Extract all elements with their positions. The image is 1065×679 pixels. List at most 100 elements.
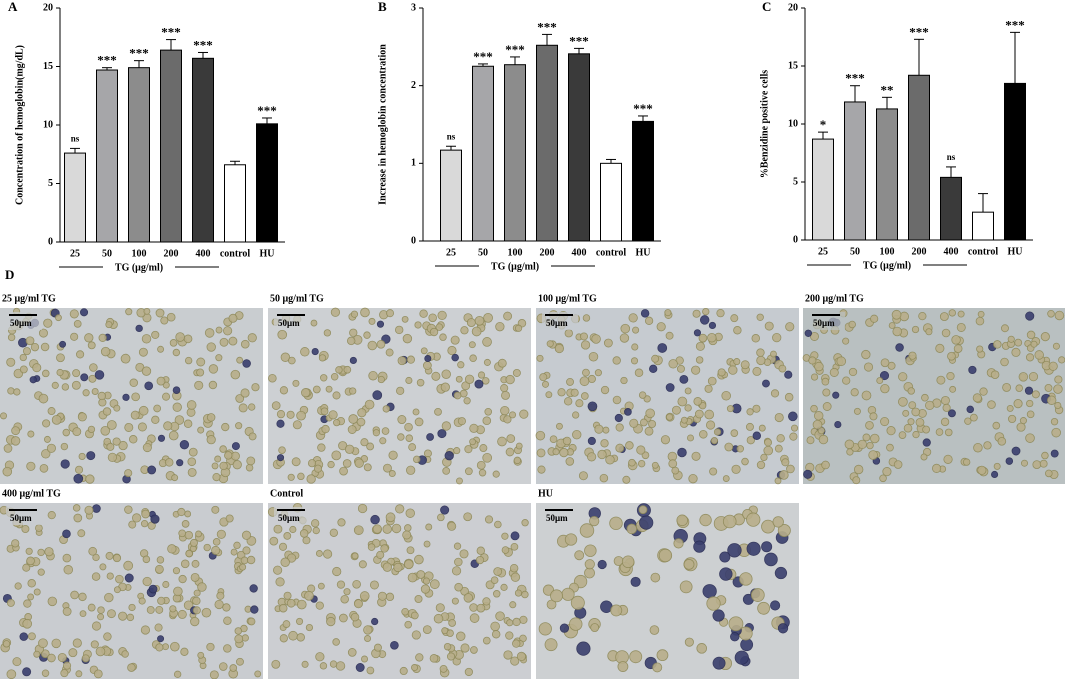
cell	[169, 605, 177, 613]
cell	[457, 417, 466, 426]
y-tick-label: 15	[43, 61, 53, 72]
cell	[730, 429, 739, 437]
cell	[178, 529, 187, 538]
cell	[582, 314, 591, 322]
cell	[172, 567, 181, 575]
cell	[367, 340, 378, 351]
cell	[803, 469, 813, 479]
cell	[357, 503, 368, 514]
y-tick-label: 10	[788, 118, 798, 129]
cell	[931, 463, 942, 473]
cell	[286, 598, 296, 608]
cell	[47, 653, 56, 663]
cell	[428, 313, 437, 323]
x-tick-label: 25	[818, 246, 828, 257]
cell	[218, 662, 228, 671]
cell	[648, 419, 657, 429]
cell	[3, 444, 13, 453]
group-label: TG (μg/ml)	[491, 261, 539, 272]
cell	[245, 463, 254, 472]
bar	[128, 67, 150, 243]
cell	[870, 314, 879, 323]
significance-label: ns	[71, 133, 80, 143]
cell	[310, 319, 318, 327]
cell	[401, 315, 409, 323]
cell	[500, 583, 508, 591]
cell	[311, 348, 319, 356]
cell	[509, 563, 519, 573]
cell	[549, 435, 558, 444]
cell	[332, 638, 340, 646]
cell	[539, 373, 548, 382]
cell	[925, 328, 933, 336]
cell	[155, 308, 165, 318]
x-tick-label: HU	[1008, 246, 1023, 257]
cell	[88, 546, 98, 556]
cell	[895, 343, 904, 352]
x-tick-label: HU	[260, 248, 275, 259]
cell	[414, 554, 424, 565]
cell	[78, 592, 87, 602]
cell	[907, 387, 915, 395]
cell	[77, 412, 87, 422]
x-tick-label: control	[968, 246, 999, 257]
y-tick-label: 0	[48, 236, 53, 247]
cell	[482, 377, 490, 385]
cell	[228, 313, 238, 323]
cell	[660, 435, 671, 445]
cell	[382, 562, 393, 572]
cell	[363, 625, 373, 635]
cell	[61, 383, 70, 391]
cell	[1018, 372, 1029, 382]
cell	[538, 622, 552, 636]
cell	[886, 426, 896, 436]
cell	[423, 540, 431, 548]
cell	[671, 466, 680, 475]
significance-label: ns	[947, 152, 956, 162]
cell	[941, 328, 951, 338]
cell	[236, 657, 244, 666]
cell	[121, 650, 129, 658]
cell	[922, 438, 931, 447]
x-tick-label: control	[220, 248, 251, 259]
cell	[808, 356, 817, 365]
cell	[422, 577, 431, 585]
cell	[512, 617, 521, 627]
cell	[476, 603, 486, 613]
cell	[495, 321, 505, 332]
cell	[734, 650, 749, 665]
cell	[437, 513, 445, 522]
cell	[579, 523, 595, 538]
cell	[327, 460, 335, 469]
cell	[363, 331, 371, 339]
cell	[386, 309, 395, 318]
cell	[51, 381, 59, 389]
cell	[510, 531, 520, 541]
cell	[882, 467, 892, 477]
cell	[503, 650, 513, 660]
cell	[224, 451, 233, 460]
significance-label: ***	[129, 46, 149, 61]
cell	[112, 553, 122, 563]
cell	[638, 391, 647, 399]
cell	[911, 325, 920, 334]
cell	[770, 350, 777, 358]
cell	[645, 408, 655, 419]
cell	[124, 469, 133, 478]
cell	[650, 572, 661, 583]
cell	[196, 357, 206, 367]
cell	[396, 386, 405, 395]
cell	[459, 549, 469, 559]
cell	[169, 339, 178, 347]
cell	[223, 644, 232, 653]
cell	[354, 458, 364, 468]
micrograph: 50μm	[268, 307, 531, 485]
cell	[344, 444, 355, 454]
cell	[862, 433, 871, 442]
cell	[277, 329, 288, 340]
cell	[516, 651, 527, 662]
cell	[62, 529, 71, 539]
cell	[137, 422, 147, 432]
group-label: TG (μg/ml)	[863, 260, 911, 271]
significance-label: ***	[161, 25, 181, 40]
